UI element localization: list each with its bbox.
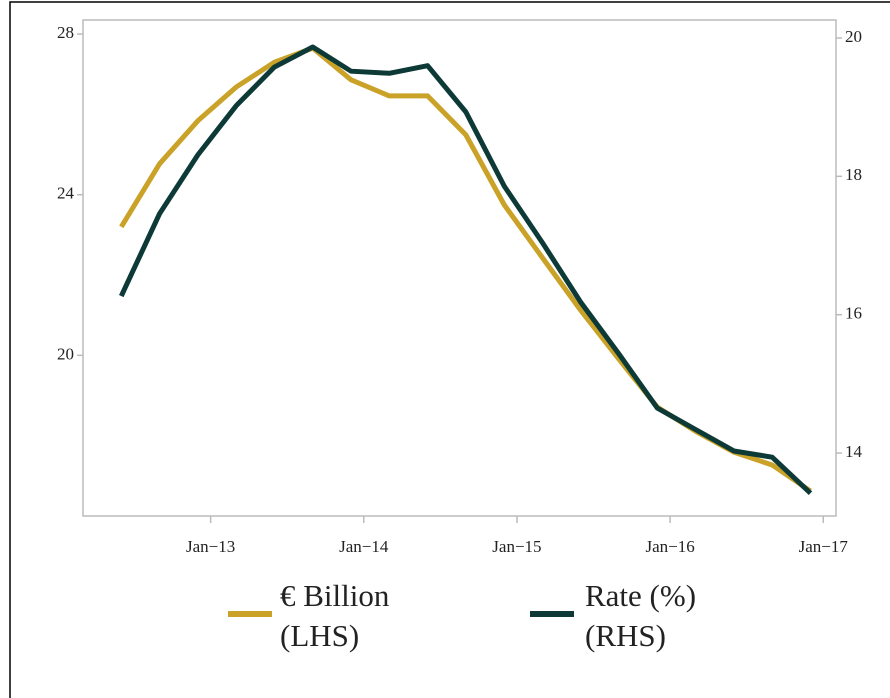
frame — [9, 1, 890, 698]
plot-frame — [82, 19, 837, 517]
y-tick-label: 24 — [57, 184, 75, 203]
y-tick-label: 28 — [57, 23, 74, 42]
legend-label: € Billion (LHS) — [280, 578, 390, 653]
y2-tick-label: 14 — [845, 442, 863, 461]
x-tick-label: Jan−15 — [492, 537, 541, 556]
x-tick-label: Jan−17 — [799, 537, 849, 556]
legend-label: Rate (%) (RHS) — [585, 578, 697, 653]
x-tick-label: Jan−14 — [339, 537, 389, 556]
series-line — [119, 44, 813, 495]
x-tick-label: Jan−16 — [645, 537, 694, 556]
y2-tick-label: 20 — [845, 27, 862, 46]
y2-tick-label: 16 — [845, 304, 862, 323]
x-tick-label: Jan−13 — [186, 537, 235, 556]
y2-tick-label: 18 — [845, 165, 862, 184]
y-tick-label: 20 — [57, 344, 74, 363]
